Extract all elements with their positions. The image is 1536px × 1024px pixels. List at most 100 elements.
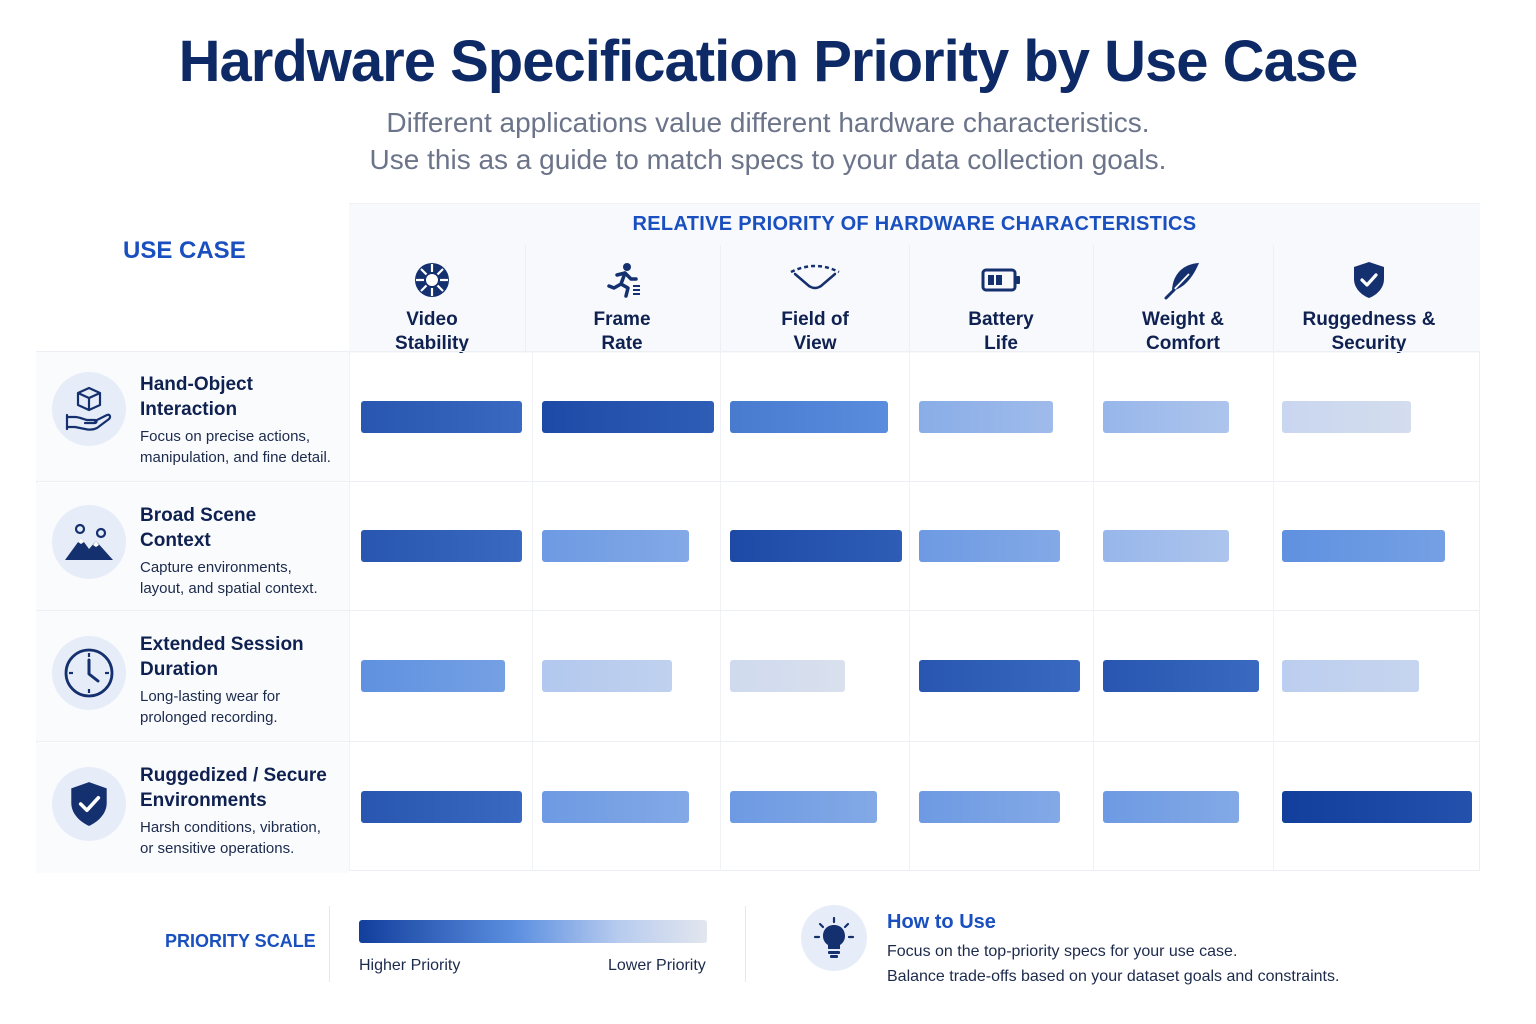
- row-desc-line-2: layout, and spatial context.: [140, 580, 318, 597]
- priority-bar: [730, 660, 845, 692]
- mountains-icon: [65, 523, 113, 560]
- page-title: Hardware Specification Priority by Use C…: [178, 29, 1359, 94]
- row-divider: [36, 610, 1480, 611]
- grid-line: [1273, 351, 1274, 871]
- higher-priority-label: Higher Priority: [359, 957, 461, 974]
- row-title-line-1: Hand-Object: [140, 374, 253, 395]
- priority-bar: [542, 791, 689, 823]
- column-label-line-1: Video: [406, 309, 458, 330]
- column-label-line-2: Stability: [395, 333, 469, 354]
- legend-divider: [329, 906, 330, 982]
- column-label-line-2: Life: [984, 333, 1018, 354]
- row-icon-circle: [52, 767, 126, 841]
- priority-bar: [730, 791, 877, 823]
- row-title: Broad Scene Context: [140, 503, 350, 553]
- row-description: Long-lasting wear for prolonged recordin…: [140, 686, 355, 728]
- clock-icon: [64, 648, 114, 698]
- priority-scale-gradient: [359, 920, 707, 943]
- how-to-line-1: Focus on the top-priority specs for your…: [887, 943, 1238, 960]
- column-divider: [720, 245, 721, 353]
- row-broad-scene-context: Broad Scene Context Capture environments…: [36, 483, 349, 613]
- feather-icon: [1164, 263, 1199, 300]
- row-title: Ruggedized / Secure Environments: [140, 763, 350, 813]
- priority-bar: [542, 530, 689, 562]
- priority-bar: [361, 660, 505, 692]
- column-header-video-stability: Video Stability: [362, 258, 502, 356]
- row-title-line-1: Broad Scene: [140, 505, 257, 526]
- wide-angle-icon: [790, 264, 840, 290]
- column-header-field-of-view: Field of View: [745, 258, 885, 356]
- row-icon-circle: [52, 372, 126, 446]
- column-header-ruggedness-security: Ruggedness & Security: [1284, 258, 1454, 356]
- lightbulb-icon: [813, 916, 855, 958]
- priority-bar: [730, 401, 888, 433]
- row-icon-circle: [52, 636, 126, 710]
- column-label-line-1: Weight &: [1142, 309, 1224, 330]
- column-divider: [525, 245, 526, 353]
- row-title-line-2: Environments: [140, 790, 267, 811]
- shield-check-icon: [71, 782, 107, 826]
- grid-line: [532, 351, 533, 871]
- priority-bar: [919, 660, 1080, 692]
- column-label-line-1: Battery: [968, 309, 1034, 330]
- grid-line: [720, 351, 721, 871]
- row-desc-line-1: Long-lasting wear for: [140, 688, 281, 705]
- priority-bar: [1282, 660, 1419, 692]
- hand-box-icon: [65, 386, 112, 431]
- subtitle-line-2: Use this as a guide to match specs to yo…: [369, 144, 1167, 175]
- shield-check-icon: [1354, 262, 1384, 298]
- row-title: Extended Session Duration: [140, 632, 350, 682]
- priority-bar: [1282, 791, 1472, 823]
- column-header-battery-life: Battery Life: [931, 258, 1071, 356]
- row-title: Hand-Object Interaction: [140, 372, 350, 422]
- column-label-line-1: Ruggedness &: [1302, 309, 1436, 330]
- row-title-line-1: Ruggedized / Secure: [140, 765, 327, 786]
- priority-bar: [919, 791, 1060, 823]
- how-to-line-2: Balance trade-offs based on your dataset…: [887, 968, 1340, 985]
- video-stability-icon: [415, 263, 449, 297]
- battery-icon: [981, 268, 1020, 292]
- row-desc-line-2: prolonged recording.: [140, 709, 278, 726]
- row-extended-session-duration: Extended Session Duration Long-lasting w…: [36, 612, 349, 742]
- column-header-frame-rate: Frame Rate: [552, 258, 692, 356]
- priority-bar: [730, 530, 902, 562]
- row-title-line-2: Duration: [140, 659, 219, 680]
- row-title-line-1: Extended Session: [140, 634, 304, 655]
- row-ruggedized-secure-environments: Ruggedized / Secure Environments Harsh c…: [36, 743, 349, 873]
- grid-line: [349, 351, 350, 871]
- column-label-line-2: Comfort: [1146, 333, 1220, 354]
- priority-bar: [361, 530, 522, 562]
- column-label-line-2: Security: [1331, 333, 1407, 354]
- priority-bar: [1103, 530, 1229, 562]
- row-desc-line-1: Capture environments,: [140, 559, 292, 576]
- column-divider: [909, 245, 910, 353]
- subtitle-line-1: Different applications value different h…: [386, 107, 1150, 138]
- priority-header: RELATIVE PRIORITY OF HARDWARE CHARACTERI…: [632, 213, 1197, 235]
- row-desc-line-2: manipulation, and fine detail.: [140, 449, 331, 466]
- priority-bar: [542, 660, 672, 692]
- grid-line: [909, 351, 910, 871]
- priority-bar: [1282, 530, 1445, 562]
- lower-priority-label: Lower Priority: [608, 957, 706, 974]
- priority-bar: [361, 401, 522, 433]
- priority-bar: [361, 791, 522, 823]
- priority-bar: [1103, 401, 1229, 433]
- how-to-icon-circle: [801, 905, 867, 971]
- priority-scale-label: PRIORITY SCALE: [165, 931, 316, 951]
- legend-divider: [745, 906, 746, 982]
- row-icon-circle: [52, 505, 126, 579]
- column-label-line-1: Field of: [781, 309, 849, 330]
- priority-bar: [1103, 791, 1239, 823]
- row-hand-object-interaction: Hand-Object Interaction Focus on precise…: [36, 352, 349, 482]
- priority-bar: [919, 530, 1060, 562]
- row-desc-line-1: Harsh conditions, vibration,: [140, 819, 321, 836]
- row-divider: [36, 481, 1480, 482]
- row-description: Harsh conditions, vibration, or sensitiv…: [140, 817, 355, 859]
- priority-bar: [919, 401, 1053, 433]
- running-figure-icon: [607, 263, 640, 298]
- how-to-title: How to Use: [887, 911, 996, 933]
- column-divider: [1093, 245, 1094, 353]
- priority-bar: [1103, 660, 1259, 692]
- column-label-line-2: Rate: [601, 333, 643, 354]
- row-divider: [36, 741, 1480, 742]
